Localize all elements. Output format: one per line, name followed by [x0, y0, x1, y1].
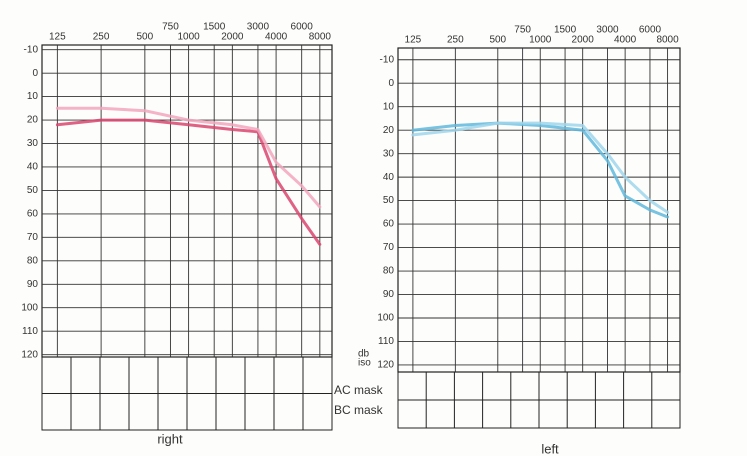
x-tick-label: 4000 — [614, 35, 637, 46]
x-tick-label: 1500 — [554, 25, 577, 36]
x-tick-label: 500 — [489, 35, 506, 46]
x-tick-label: 250 — [93, 32, 110, 43]
x-tick-label: 125 — [49, 32, 66, 43]
x-tick-label: 500 — [137, 32, 154, 43]
x-tick-label: 8000 — [309, 32, 332, 43]
y-tick-label: 120 — [21, 349, 38, 360]
x-tick-label: 1000 — [177, 32, 200, 43]
mask-label: AC mask — [334, 383, 384, 397]
x-tick-label: 250 — [447, 35, 464, 46]
y-tick-label: 90 — [383, 289, 395, 300]
x-tick-label: 750 — [162, 22, 179, 33]
y-tick-label: 40 — [27, 162, 39, 173]
x-tick-label: 1000 — [529, 35, 552, 46]
y-tick-label: 100 — [21, 302, 38, 313]
y-tick-label: 10 — [27, 91, 39, 102]
y-tick-label: 60 — [27, 209, 39, 220]
y-tick-label: 70 — [383, 242, 395, 253]
x-tick-label: 4000 — [265, 32, 288, 43]
x-tick-label: 2000 — [572, 35, 595, 46]
x-tick-label: 8000 — [656, 35, 679, 46]
y-tick-label: 20 — [27, 115, 39, 126]
y-tick-label: 30 — [27, 138, 39, 149]
y-tick-label: 0 — [388, 78, 394, 89]
y-tick-label: 110 — [22, 326, 38, 337]
mask-label: BC mask — [334, 403, 384, 417]
y-tick-label: 110 — [378, 336, 394, 347]
y-tick-label: -10 — [380, 54, 395, 65]
y-tick-label: 10 — [383, 101, 395, 112]
x-tick-label: 6000 — [291, 22, 314, 33]
y-tick-label: 30 — [383, 148, 395, 159]
y-tick-label: 120 — [377, 360, 394, 371]
x-tick-label: 6000 — [639, 25, 662, 36]
x-tick-label: 125 — [405, 35, 422, 46]
y-tick-label: 90 — [27, 279, 39, 290]
y-tick-label: -10 — [24, 44, 39, 55]
y-tick-label: 20 — [383, 125, 395, 136]
hearing-line — [55, 118, 322, 246]
hearing-line — [55, 106, 322, 209]
x-tick-label: 2000 — [221, 32, 244, 43]
y-tick-label: 50 — [27, 185, 39, 196]
y-tick-label: 80 — [383, 266, 395, 277]
x-tick-label: 1500 — [203, 22, 226, 33]
y-axis-label: db — [358, 349, 370, 360]
y-tick-label: 80 — [27, 255, 39, 266]
x-tick-label: 3000 — [247, 22, 270, 33]
y-tick-label: 100 — [377, 313, 394, 324]
x-tick-label: 750 — [514, 25, 531, 36]
y-tick-label: 60 — [383, 219, 395, 230]
y-tick-label: 40 — [383, 172, 395, 183]
hearing-line — [411, 121, 670, 219]
hearing-line — [411, 121, 670, 214]
chart-caption: left — [541, 441, 559, 456]
x-tick-label: 3000 — [596, 25, 619, 36]
y-axis-label: iso — [358, 358, 371, 369]
y-tick-label: 50 — [383, 195, 395, 206]
y-tick-label: 0 — [32, 68, 38, 79]
y-tick-label: 70 — [27, 232, 39, 243]
chart-caption: right — [157, 431, 183, 446]
